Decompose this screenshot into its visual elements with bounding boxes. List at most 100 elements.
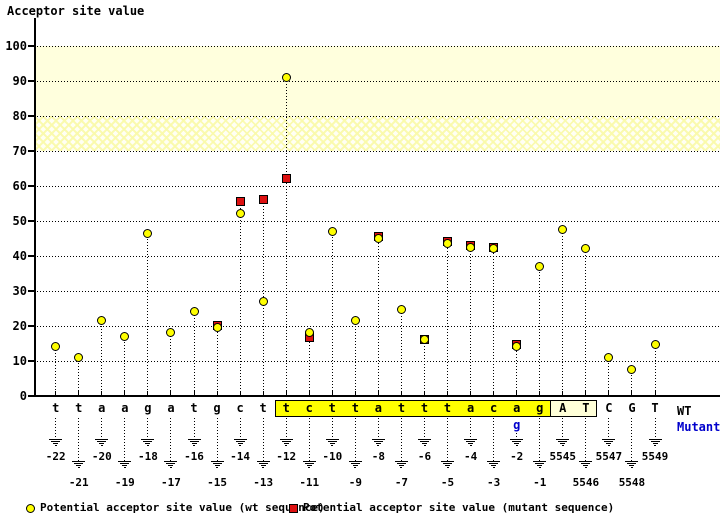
gridline [34,221,720,222]
position-arrow-line [585,418,587,461]
wt-point [304,328,314,338]
wt-point [327,226,337,236]
y-axis-tick [28,45,34,48]
position-arrow-head [627,463,637,464]
position-arrow-head [306,465,312,466]
stem [216,328,218,395]
position-label: -20 [91,450,112,463]
stem [170,335,172,395]
position-arrow-head [583,465,589,466]
position-arrow-head [537,465,543,466]
y-axis-tick-label: 20 [12,318,27,333]
position-arrow-line [262,418,264,461]
position-arrow-head [561,445,564,446]
position-arrow-head [166,463,176,464]
position-arrow-head [373,441,383,442]
sequence-base: t [397,401,406,415]
y-axis-tick-label: 40 [12,248,27,263]
position-arrow-head [164,461,178,462]
position-arrow-head [352,465,358,466]
wt-point [51,342,61,352]
position-arrow-head [258,463,268,464]
position-arrow-line [147,418,149,439]
wt-point [558,225,568,235]
position-label: 5548 [618,476,646,489]
x-axis [34,395,720,397]
y-axis-tick [28,289,34,292]
position-arrow-line [447,418,449,461]
exon-box [550,400,598,417]
position-arrow-head [214,465,220,466]
stem [562,232,564,395]
sequence-base: C [605,401,613,415]
stem [447,244,449,395]
position-arrow-line [354,418,356,461]
position-arrow-head [650,441,660,442]
position-arrow-head [469,445,472,446]
stem [585,251,587,395]
position-arrow-head [262,467,265,468]
mutant-point [258,195,268,205]
sequence-base: A [559,401,567,415]
position-arrow-line [193,418,195,439]
position-arrow-head [625,461,639,462]
position-arrow-head [466,441,476,442]
position-arrow-line [101,418,103,439]
position-arrow-head [514,443,520,444]
position-arrow-head [212,463,222,464]
position-arrow-head [443,463,453,464]
sequence-base: t [282,401,290,415]
gridline [34,46,720,47]
position-arrow-head [95,439,109,440]
gridline [34,256,720,257]
wt-point [281,73,291,83]
stem [147,236,149,395]
wt-point [512,342,522,352]
position-arrow-head [49,439,63,440]
position-arrow-head [193,445,195,446]
position-label: -10 [322,450,343,463]
y-axis-tick-label: 80 [12,109,27,124]
position-arrow-head [654,445,656,446]
position-arrow-head [123,467,126,468]
position-label: -21 [68,476,89,489]
position-arrow-head [233,439,247,440]
y-axis-tick-label: 30 [12,283,27,298]
sequence-base: c [490,401,498,415]
position-label: -9 [348,476,362,489]
position-label: 5545 [549,450,577,463]
stem [354,323,356,395]
position-label: 5547 [595,450,623,463]
position-arrow-head [237,443,243,444]
position-arrow-line [470,418,472,439]
position-arrow-head [256,461,270,462]
highlight-band-hatched [34,116,720,152]
position-arrow-line [608,418,610,439]
position-arrow-head [584,467,587,468]
position-arrow-head [145,443,151,444]
y-axis-tick-label: 50 [12,213,27,228]
wt-point [120,331,130,341]
position-arrow-head [602,439,616,440]
position-arrow-line [285,418,287,439]
wt-point [650,340,660,350]
gridline [34,116,720,117]
stem [78,360,80,395]
gridline [34,326,720,327]
position-arrow-head [377,445,380,446]
wt-point [420,335,429,345]
position-arrow-head [375,443,381,444]
wt-point [466,242,476,252]
y-axis-tick-label: 0 [19,388,27,403]
position-arrow-head [51,441,61,442]
wt-point [350,315,360,325]
wt-row-label: WT [677,404,692,418]
position-arrow-head [76,465,82,466]
y-axis-tick [28,80,34,83]
wt-point [189,307,199,317]
sequence-base: c [305,401,313,415]
position-arrow-head [285,445,288,446]
position-label: 5549 [641,450,669,463]
position-arrow-head [492,467,495,468]
position-arrow-line [239,418,241,439]
